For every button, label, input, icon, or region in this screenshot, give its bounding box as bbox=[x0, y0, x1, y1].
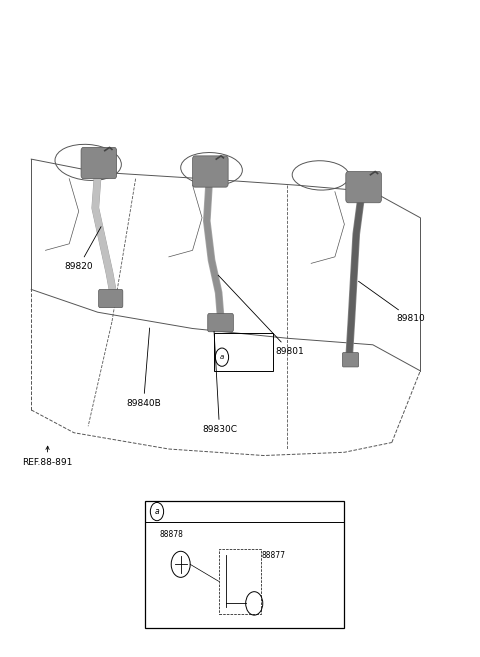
Text: a: a bbox=[220, 354, 224, 360]
Text: 89820: 89820 bbox=[64, 227, 101, 271]
Text: REF.88-891: REF.88-891 bbox=[22, 446, 72, 466]
Text: 88877: 88877 bbox=[261, 551, 285, 560]
Text: 89840B: 89840B bbox=[126, 328, 161, 408]
FancyBboxPatch shape bbox=[346, 171, 382, 203]
Text: 89801: 89801 bbox=[218, 275, 304, 356]
FancyBboxPatch shape bbox=[81, 147, 117, 179]
FancyBboxPatch shape bbox=[145, 501, 344, 628]
FancyBboxPatch shape bbox=[342, 353, 359, 367]
Text: 88878: 88878 bbox=[159, 530, 183, 539]
FancyBboxPatch shape bbox=[208, 313, 233, 332]
FancyBboxPatch shape bbox=[192, 156, 228, 187]
Text: 89810: 89810 bbox=[359, 281, 425, 323]
Text: a: a bbox=[155, 507, 159, 516]
Text: 89830C: 89830C bbox=[202, 331, 237, 434]
FancyBboxPatch shape bbox=[98, 290, 123, 307]
